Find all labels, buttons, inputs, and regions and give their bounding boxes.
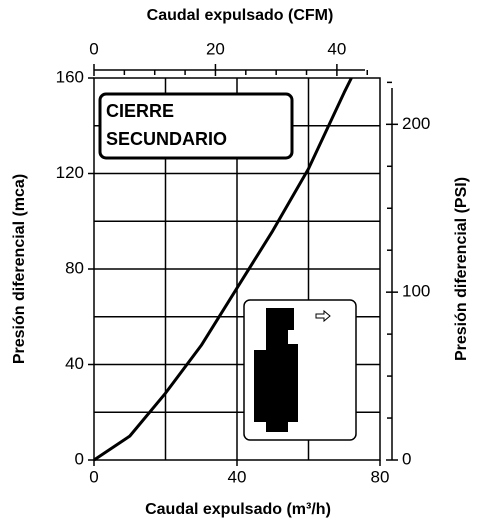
inset <box>244 300 356 440</box>
annotation-line: CIERRE <box>106 101 174 121</box>
y-tick-label: 80 <box>65 258 84 277</box>
y-tick-label: 160 <box>56 67 84 86</box>
y-tick-label: 0 <box>75 449 84 468</box>
x2-axis-title: Caudal expulsado (CFM) <box>147 7 334 24</box>
chart: Caudal expulsado (CFM) Caudal expulsado … <box>0 0 478 524</box>
y2-tick-label: 100 <box>402 282 430 301</box>
x-tick-label: 80 <box>371 467 390 486</box>
y-axis-title: Presión diferencial (mca) <box>11 174 28 364</box>
y2-tick-label: 200 <box>402 114 430 133</box>
x2-tick-label: 40 <box>327 39 346 58</box>
y-tick-label: 40 <box>65 354 84 373</box>
annotation-line: SECUNDARIO <box>106 129 227 149</box>
x-axis-title: Caudal expulsado (m³/h) <box>145 501 331 518</box>
y2-axis-title: Presión diferencial (PSI) <box>453 177 470 361</box>
x-tick-label: 0 <box>89 467 98 486</box>
y-tick-label: 120 <box>56 163 84 182</box>
x2-tick-label: 0 <box>89 39 98 58</box>
x2-tick-label: 20 <box>206 39 225 58</box>
y2-tick-label: 0 <box>402 449 411 468</box>
x-tick-label: 40 <box>228 467 247 486</box>
